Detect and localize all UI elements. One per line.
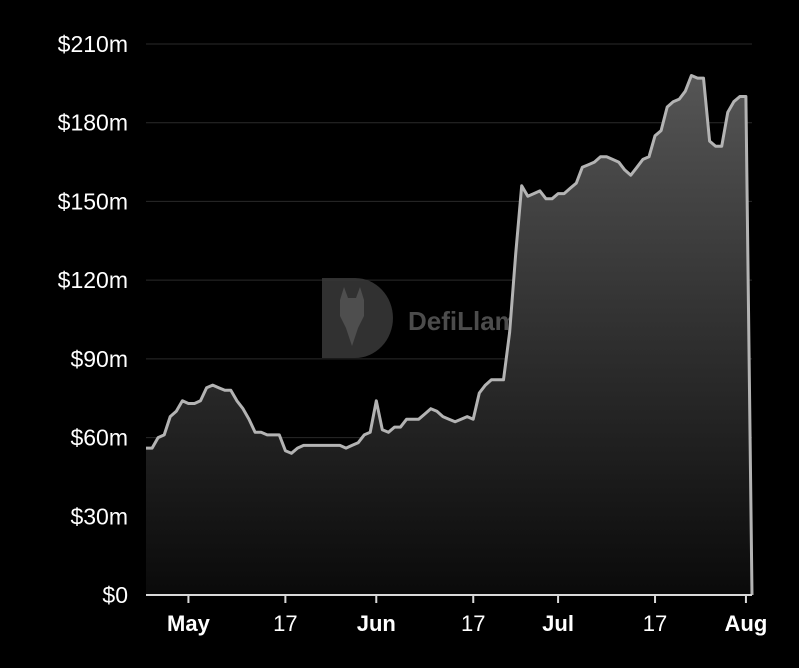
series-area (146, 75, 752, 595)
y-tick-label: $180m (58, 110, 128, 136)
y-tick-label: $150m (58, 188, 128, 214)
y-tick-label: $60m (70, 425, 128, 451)
x-axis-ticks: May 17 Jun 17 Jul 17 Aug (167, 595, 767, 636)
defillama-logo-icon (322, 278, 393, 358)
y-axis-ticks: $0 $30m $60m $90m $120m $150m $180m $210m (58, 31, 128, 608)
y-tick-label: $30m (70, 503, 128, 529)
x-tick-label: Jul (542, 611, 574, 636)
y-tick-label: $0 (102, 582, 128, 608)
watermark: DefiLlama (322, 278, 533, 358)
y-tick-label: $120m (58, 267, 128, 293)
y-tick-label: $90m (70, 346, 128, 372)
series-line (146, 74, 754, 596)
y-tick-label: $210m (58, 31, 128, 57)
x-tick-label: 17 (273, 611, 297, 636)
x-tick-label: Jun (357, 611, 396, 636)
x-tick-label: 17 (461, 611, 485, 636)
x-tick-label: May (167, 611, 211, 636)
x-tick-label: 17 (643, 611, 667, 636)
x-tick-label: Aug (725, 611, 768, 636)
